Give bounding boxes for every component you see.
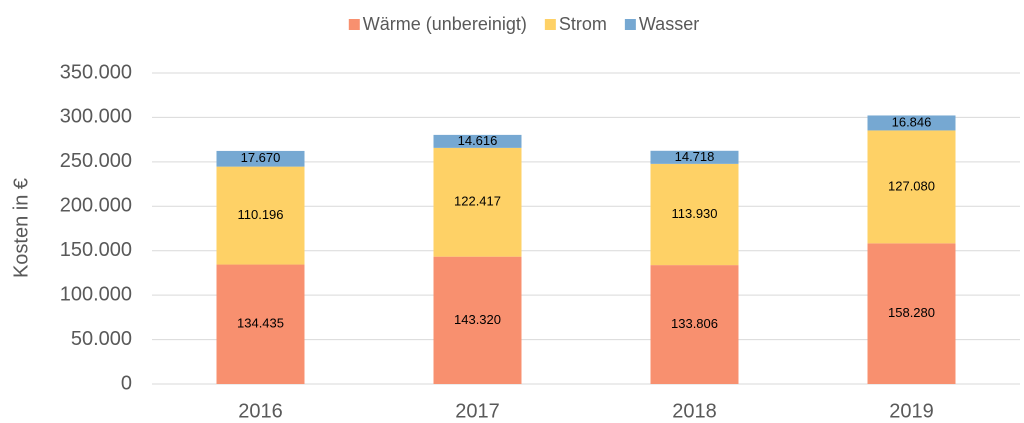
legend-swatch — [624, 19, 636, 30]
data-label: 127.080 — [888, 178, 935, 193]
data-label: 113.930 — [671, 206, 717, 221]
y-tick-label: 200.000 — [60, 195, 132, 217]
data-label: 158.280 — [888, 305, 935, 320]
bar-segment — [433, 256, 522, 384]
legend-label: Wärme (unbereinigt) — [363, 14, 527, 34]
data-label: 133.806 — [671, 316, 718, 331]
y-tick-label: 350.000 — [60, 61, 132, 83]
data-label: 134.435 — [237, 316, 284, 331]
data-label: 17.670 — [241, 150, 281, 165]
bar-segment — [867, 115, 956, 131]
data-label: 14.616 — [458, 133, 498, 148]
data-label: 110.196 — [237, 207, 283, 222]
y-tick-label: 100.000 — [60, 283, 132, 305]
x-tick-label: 2016 — [238, 400, 283, 422]
data-label: 143.320 — [454, 312, 501, 327]
legend-swatch — [544, 19, 556, 30]
legend-label: Wasser — [639, 14, 699, 34]
bar-segment — [650, 265, 739, 384]
data-label: 16.846 — [892, 114, 932, 129]
y-tick-label: 50.000 — [71, 328, 132, 350]
data-label: 122.417 — [454, 194, 501, 209]
bar-segment — [216, 150, 305, 167]
y-tick-label: 300.000 — [60, 106, 132, 128]
bar-segment — [216, 166, 305, 265]
y-tick-label: 150.000 — [60, 239, 132, 261]
x-tick-label: 2019 — [889, 400, 934, 422]
legend-swatch — [348, 19, 360, 30]
legend-label: Strom — [559, 14, 607, 34]
x-tick-label: 2018 — [672, 400, 717, 422]
bar-segment — [867, 130, 956, 244]
y-tick-label: 0 — [121, 372, 132, 394]
bar-segment — [650, 150, 739, 164]
bar-segment — [867, 243, 956, 384]
bar-segment — [650, 163, 739, 266]
bar-segment — [433, 134, 522, 148]
bar-segment — [433, 147, 522, 257]
data-label: 14.718 — [675, 149, 715, 164]
y-tick-label: 250.000 — [60, 150, 132, 172]
x-tick-label: 2017 — [455, 400, 500, 422]
bar-segment — [216, 264, 305, 384]
y-axis-label: Kosten in € — [10, 178, 32, 278]
